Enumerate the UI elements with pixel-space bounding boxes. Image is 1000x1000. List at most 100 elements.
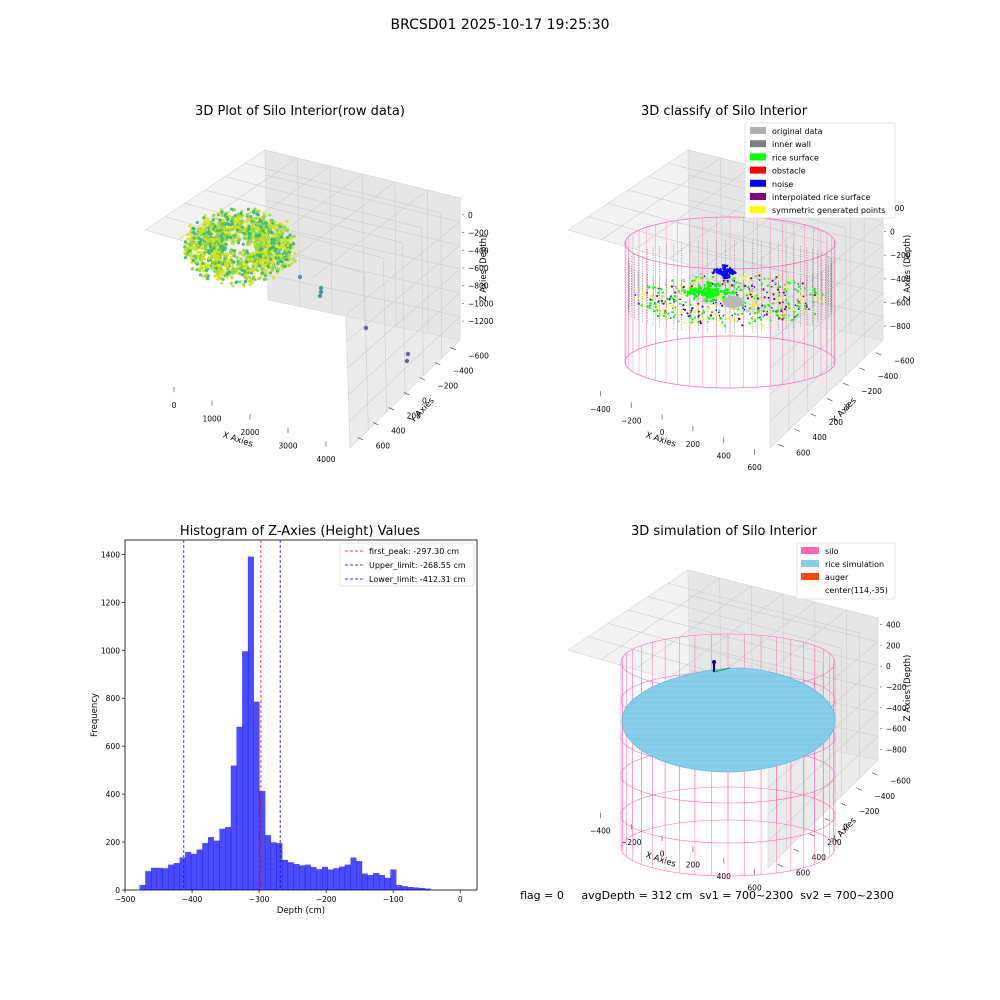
data-point xyxy=(271,219,275,223)
data-point xyxy=(247,257,251,261)
data-point xyxy=(264,228,269,233)
data-point xyxy=(237,266,241,270)
classified-point xyxy=(697,284,700,287)
noise-point xyxy=(728,269,731,272)
data-point xyxy=(243,270,247,274)
data-point xyxy=(223,237,227,241)
gridline xyxy=(184,202,384,259)
classified-point xyxy=(681,286,685,289)
legend-label: rice surface xyxy=(772,153,819,162)
data-point xyxy=(271,262,276,266)
data-point xyxy=(188,241,192,246)
data-point xyxy=(260,246,264,250)
data-point xyxy=(260,247,264,251)
data-point xyxy=(229,228,233,232)
data-point xyxy=(189,242,193,246)
classified-point xyxy=(684,301,687,304)
noise-point xyxy=(724,264,727,267)
classified-point xyxy=(689,316,692,319)
data-point xyxy=(236,240,240,244)
classified-point xyxy=(646,284,650,288)
noise-point xyxy=(725,276,728,279)
data-point xyxy=(279,255,284,259)
data-point xyxy=(203,245,208,249)
classified-point xyxy=(715,313,718,317)
y-tick-label: 1400 xyxy=(101,550,120,559)
data-point xyxy=(266,247,270,251)
noise-point xyxy=(728,268,731,271)
data-point xyxy=(229,235,233,239)
data-point xyxy=(270,239,274,243)
data-point xyxy=(253,278,257,282)
histogram-bar xyxy=(179,857,186,891)
data-point xyxy=(280,260,285,264)
y-tick-label: 600 xyxy=(106,742,121,751)
data-point xyxy=(205,241,209,245)
data-point xyxy=(207,219,211,223)
data-point xyxy=(288,248,292,252)
gridline xyxy=(647,176,846,229)
data-point xyxy=(240,268,244,272)
data-point xyxy=(201,254,205,258)
data-point xyxy=(199,256,203,260)
gridline xyxy=(178,157,298,240)
classified-point xyxy=(702,310,705,313)
data-point xyxy=(218,270,222,275)
data-point xyxy=(203,213,207,217)
data-point xyxy=(204,237,208,241)
data-point xyxy=(267,266,271,270)
x-axis-label: X Axies xyxy=(644,430,677,449)
data-point xyxy=(216,221,221,225)
data-point xyxy=(254,259,258,263)
data-point xyxy=(240,227,244,231)
data-point xyxy=(214,264,218,268)
classified-point xyxy=(788,314,791,317)
data-point xyxy=(246,212,250,216)
plot4-title: 3D simulation of Silo Interior xyxy=(631,524,817,539)
rice-surface-point xyxy=(695,295,698,298)
x-tick-label: −500 xyxy=(115,895,136,904)
data-point xyxy=(208,248,212,252)
silo-bottom-rim xyxy=(624,335,836,389)
data-point xyxy=(242,248,246,253)
noise-point xyxy=(731,268,734,272)
data-point xyxy=(275,239,279,243)
data-point xyxy=(270,254,274,258)
x-tick-label: 400 xyxy=(717,872,732,881)
gridline xyxy=(689,694,879,737)
data-point xyxy=(243,236,247,240)
data-point xyxy=(260,244,264,248)
classified-point xyxy=(759,297,762,300)
histogram-bar xyxy=(139,885,146,891)
data-point xyxy=(244,228,248,232)
classified-point xyxy=(670,304,673,307)
data-point xyxy=(282,252,286,256)
classified-point xyxy=(767,296,770,299)
data-point xyxy=(250,271,254,275)
data-point xyxy=(245,218,249,222)
classified-point xyxy=(790,319,793,322)
classified-point xyxy=(657,301,659,303)
data-point xyxy=(205,244,209,248)
data-point xyxy=(261,240,266,244)
footer-status: flag = 0 avgDepth = 312 cm sv1 = 700~230… xyxy=(520,889,894,902)
noise-point xyxy=(727,274,730,277)
data-point xyxy=(201,253,206,257)
data-point xyxy=(211,213,216,217)
classified-point xyxy=(764,309,767,312)
classified-point xyxy=(756,297,759,300)
data-point xyxy=(218,270,222,274)
data-point xyxy=(230,234,234,238)
data-point xyxy=(229,250,233,254)
data-point xyxy=(223,274,227,278)
data-point xyxy=(200,243,204,247)
data-point xyxy=(275,257,279,261)
classified-point xyxy=(686,312,689,315)
data-point xyxy=(195,268,199,272)
histogram-bar xyxy=(378,874,385,891)
data-point xyxy=(240,273,244,277)
histogram-bar xyxy=(247,556,254,891)
data-point xyxy=(254,247,258,251)
classified-point xyxy=(777,286,780,289)
gridline xyxy=(767,665,879,762)
